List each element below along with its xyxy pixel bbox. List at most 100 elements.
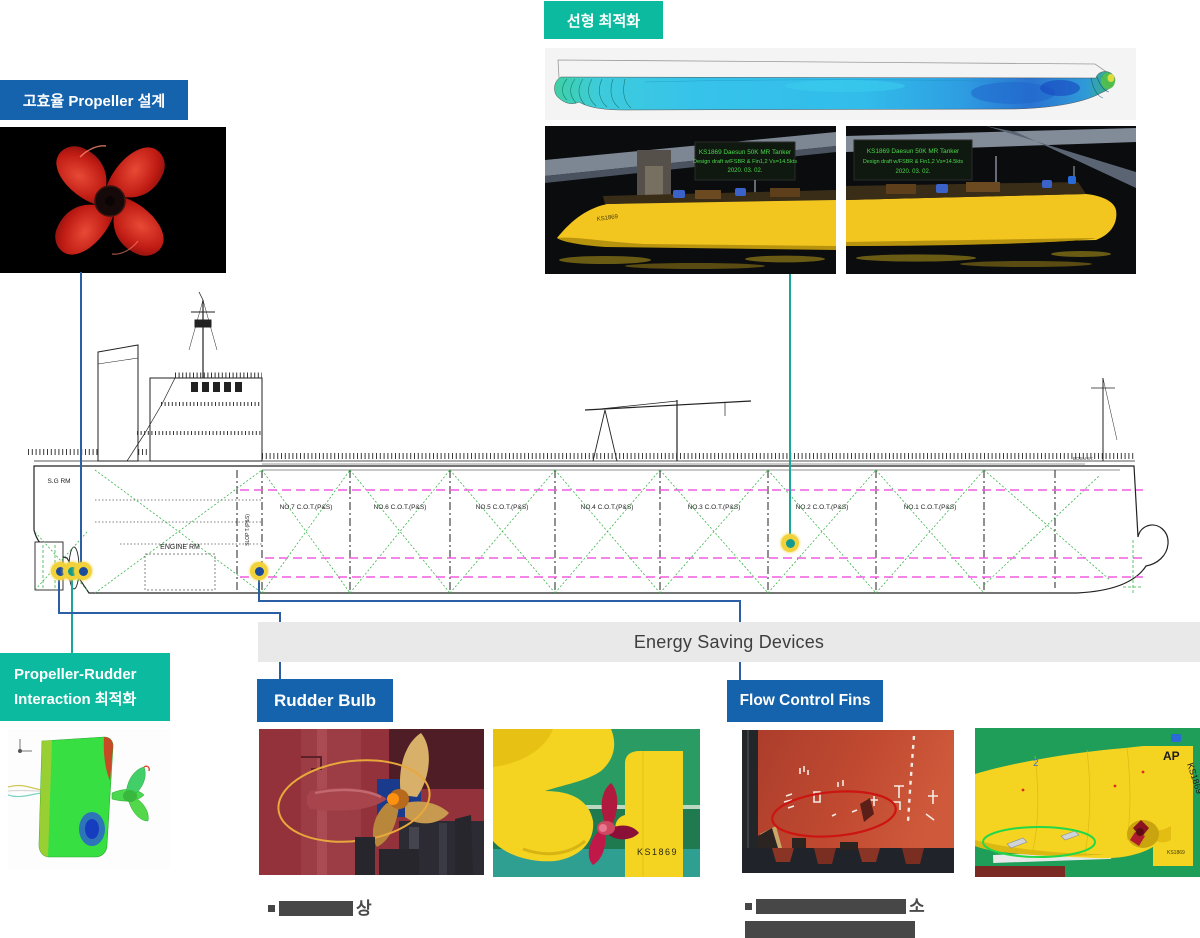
bosun-store-label: BOSN ST.	[1073, 456, 1094, 461]
blade-highlight	[79, 145, 107, 158]
fins-annotation-ellipse	[982, 826, 1096, 858]
rudder-bulb-note: 상	[268, 894, 372, 919]
deck-wood-2	[770, 188, 800, 197]
propeller-blades	[45, 136, 175, 266]
cfd-cyan-patch	[785, 80, 905, 92]
led-line-2: Design draft w/FSBR & Fin1,2 Vs=14.5kts	[693, 159, 797, 165]
connector-rudderbulb-h	[58, 612, 281, 614]
prop-rudder-line2: Interaction 최적화	[14, 691, 137, 708]
model-rudder: KS1869	[615, 751, 683, 877]
cfd-hull-pressure-image	[545, 48, 1136, 120]
tank-label-6: NO.6 C.O.T.(P&S)	[374, 504, 427, 511]
propeller-render-image	[0, 127, 226, 273]
deck-clamp-blue-2	[735, 188, 746, 196]
energy-saving-devices-banner: Energy Saving Devices	[258, 622, 1200, 662]
bow-mast	[1091, 377, 1118, 461]
midship-crane	[584, 400, 752, 462]
bridge-windows	[191, 382, 242, 392]
engine-room-decks	[95, 499, 262, 545]
model-hull-side	[557, 198, 836, 248]
funnel	[97, 344, 139, 462]
fcf-note-line2	[745, 921, 918, 938]
marker-dot-engine-room	[250, 562, 268, 580]
led-board	[853, 139, 973, 181]
tank-label-4: NO.4 C.O.T.(P&S)	[581, 504, 634, 511]
bilge-fins	[1006, 830, 1080, 849]
hull-optimization-label: 선형 최적화	[566, 12, 641, 30]
ship-general-arrangement-drawing: S.G RM ENGINE RM SLOP T.(P&S) BOSN ST. N…	[25, 290, 1180, 605]
model-propeller-recess	[1127, 820, 1159, 848]
hull-white-markings	[783, 766, 938, 821]
model-hull-boottop	[557, 237, 836, 250]
led-line-3: 2020. 03. 02.	[727, 168, 762, 174]
rudder-hull-id: KS1869	[637, 847, 678, 857]
connector-rudderbulb-v1	[58, 580, 60, 614]
floor-red-strip	[975, 866, 1065, 877]
deck-clamp-blue-1	[936, 184, 948, 193]
led-line-1: KS1869 Daesun 50K MR Tanker	[699, 149, 792, 156]
rudder-bulb-photo-ship	[259, 729, 484, 875]
tank-label-5: NO.5 C.O.T.(P&S)	[476, 504, 529, 511]
led-board	[694, 141, 796, 181]
model-skeg	[1153, 824, 1193, 866]
keel-blocks	[760, 826, 924, 864]
rudder-bulb-photo-model: KS1869	[493, 729, 700, 877]
led-line-1: KS1869 Daesun 50K MR Tanker	[867, 148, 960, 155]
rudder-pressure-red	[103, 737, 113, 781]
led-line-2: Design draft w/FSBR & Fin1,2 Vs=14.5kts	[863, 159, 964, 165]
marker-dot-hull-mid	[781, 534, 799, 552]
hull-id-marking: KS1869	[596, 214, 619, 223]
model-propeller	[588, 783, 639, 865]
propeller-design-tag: 고효율 Propeller 설계	[0, 80, 188, 120]
deck-clamp-blue-2	[1042, 180, 1052, 188]
propeller-design-label: 고효율 Propeller 설계	[22, 92, 166, 110]
cargo-level-lines	[240, 489, 1143, 578]
cfd-hull-outline-top	[557, 59, 1112, 79]
flow-control-fins-tag: Flow Control Fins	[727, 680, 883, 722]
red-dot-marks	[1021, 770, 1145, 792]
marker-dot-stern-fin	[74, 562, 92, 580]
engine-room-label: ENGINE RM	[160, 544, 200, 551]
note-redacted-block	[279, 901, 353, 916]
model-hull-boottop	[846, 238, 1096, 246]
rudder-bulb-tag: Rudder Bulb	[257, 679, 393, 722]
tank-label-3: NO.3 C.O.T.(P&S)	[688, 504, 741, 511]
connector-photo-to-hull-dot	[789, 274, 791, 536]
rudder-bulb-label: Rudder Bulb	[274, 690, 376, 710]
note-redacted-block	[756, 899, 906, 914]
connector-propeller-to-stern	[80, 272, 82, 563]
note-bullet	[745, 903, 752, 910]
sg-room-label: S.G RM	[47, 478, 70, 485]
deck-wood-1	[886, 184, 916, 194]
axis-glyph	[17, 739, 32, 753]
prop-rudder-line1: Propeller-Rudder	[14, 666, 137, 683]
note-redacted-block	[745, 921, 915, 938]
deck-clamp-blue-1	[673, 190, 685, 198]
flow-control-fin	[860, 798, 874, 822]
stern-blue-fitting	[1068, 176, 1076, 184]
fcf-note-line1: 소	[745, 892, 925, 917]
model-mount-clamp	[645, 166, 663, 196]
connector-fcf-h	[258, 600, 741, 602]
blue-fitting	[1171, 734, 1181, 742]
cfd-bow-yellow	[1107, 74, 1115, 82]
model-test-photo-2: KS1869 Daesun 50K MR Tanker Design draft…	[846, 126, 1136, 274]
flow-control-fins-label: Flow Control Fins	[739, 692, 871, 709]
connector-stern-to-prop-rudder-box	[71, 580, 73, 653]
cfd-mid-contour	[644, 79, 1016, 83]
deck-wood-1	[695, 190, 721, 199]
led-line-3: 2020. 03. 02.	[895, 169, 930, 175]
model-hull-side	[846, 194, 1117, 246]
water-reflection	[559, 255, 825, 269]
rudder-bulb-note-text: 상	[356, 899, 372, 918]
connector-fcf-v1	[258, 580, 260, 602]
skeg-hull-id: KS1869	[1167, 850, 1185, 856]
main-mast	[188, 291, 218, 378]
fin-annotation-ellipse	[771, 790, 897, 838]
cfd-rudder-propeller-image	[8, 729, 170, 869]
rudder-bulb-shape	[306, 787, 387, 811]
wall-edge-line	[493, 805, 700, 809]
cfd-blue-patch-1	[971, 82, 1055, 104]
deck-wood-2	[966, 182, 1000, 192]
